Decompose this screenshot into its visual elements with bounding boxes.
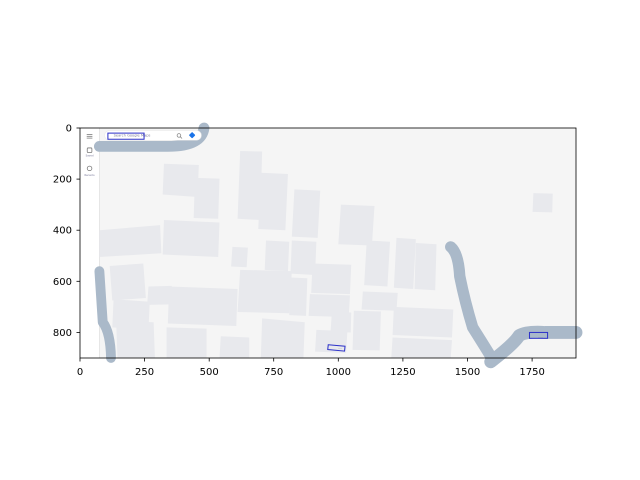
building — [315, 329, 348, 353]
x-tick-label: 0 — [77, 367, 83, 378]
building — [289, 277, 308, 316]
building — [391, 337, 452, 359]
building — [392, 306, 454, 338]
road-label: ····· — [538, 335, 543, 339]
building — [393, 237, 416, 290]
left-rail-items: Saved Recents — [84, 134, 95, 177]
buildings — [99, 151, 553, 359]
left-rail — [80, 128, 100, 359]
building — [361, 291, 398, 311]
building — [308, 294, 350, 318]
menu-icon[interactable] — [86, 134, 93, 139]
building — [258, 172, 288, 231]
search-bar-text: Search Google Maps — [114, 134, 151, 138]
road-right-curve — [445, 241, 500, 367]
building — [219, 336, 250, 359]
search-icon[interactable] — [176, 133, 182, 138]
x-tick-label: 250 — [135, 367, 154, 378]
road-left — [94, 266, 116, 363]
x-tick-label: 1000 — [326, 367, 351, 378]
x-tick-label: 750 — [264, 367, 283, 378]
building — [166, 327, 207, 359]
highlight-boxes — [107, 132, 549, 352]
building — [330, 312, 352, 333]
saved-label: Saved — [86, 154, 94, 158]
building — [147, 285, 172, 305]
building-label-box — [327, 344, 346, 352]
building — [237, 151, 263, 221]
y-tick-label: 400 — [53, 226, 72, 237]
search-bar-box — [107, 132, 145, 140]
building — [364, 240, 390, 287]
building — [109, 263, 146, 301]
road-top — [93, 122, 210, 152]
building — [532, 193, 553, 213]
y-tick-label: 200 — [53, 175, 72, 186]
building — [414, 243, 437, 291]
building — [231, 246, 248, 268]
saved-icon[interactable] — [86, 147, 93, 153]
building — [264, 240, 290, 272]
y-tick-label: 800 — [53, 328, 72, 339]
building — [193, 177, 220, 219]
building — [116, 320, 155, 359]
map-layer: Search Google Maps Saved Recents ···· ··… — [80, 122, 583, 369]
y-axis: 0 200 400 600 800 — [53, 124, 80, 339]
building — [237, 269, 292, 314]
building — [260, 318, 305, 359]
search-icon-handle — [179, 136, 183, 139]
x-tick-label: 1500 — [455, 367, 480, 378]
x-tick-label: 1750 — [519, 367, 544, 378]
building — [167, 286, 238, 327]
building — [99, 225, 162, 258]
y-tick-label: 600 — [53, 277, 72, 288]
x-axis: 0 250 500 750 1000 1250 1500 1750 — [77, 358, 545, 378]
building — [162, 163, 199, 198]
building — [338, 204, 375, 246]
x-tick-label: 1250 — [390, 367, 415, 378]
axes-frame — [79, 127, 577, 359]
map-canvas[interactable] — [80, 128, 576, 358]
building — [162, 220, 220, 258]
x-tick-label: 500 — [200, 367, 219, 378]
recents-icon[interactable] — [86, 165, 93, 172]
building — [291, 189, 321, 238]
road-label-box — [528, 331, 549, 339]
building — [311, 263, 352, 295]
y-tick-label: 0 — [66, 124, 72, 135]
building-label: ···· — [338, 347, 342, 351]
building — [290, 240, 317, 275]
recents-label: Recents — [84, 173, 95, 177]
building — [352, 310, 381, 351]
directions-icon[interactable] — [189, 132, 196, 139]
